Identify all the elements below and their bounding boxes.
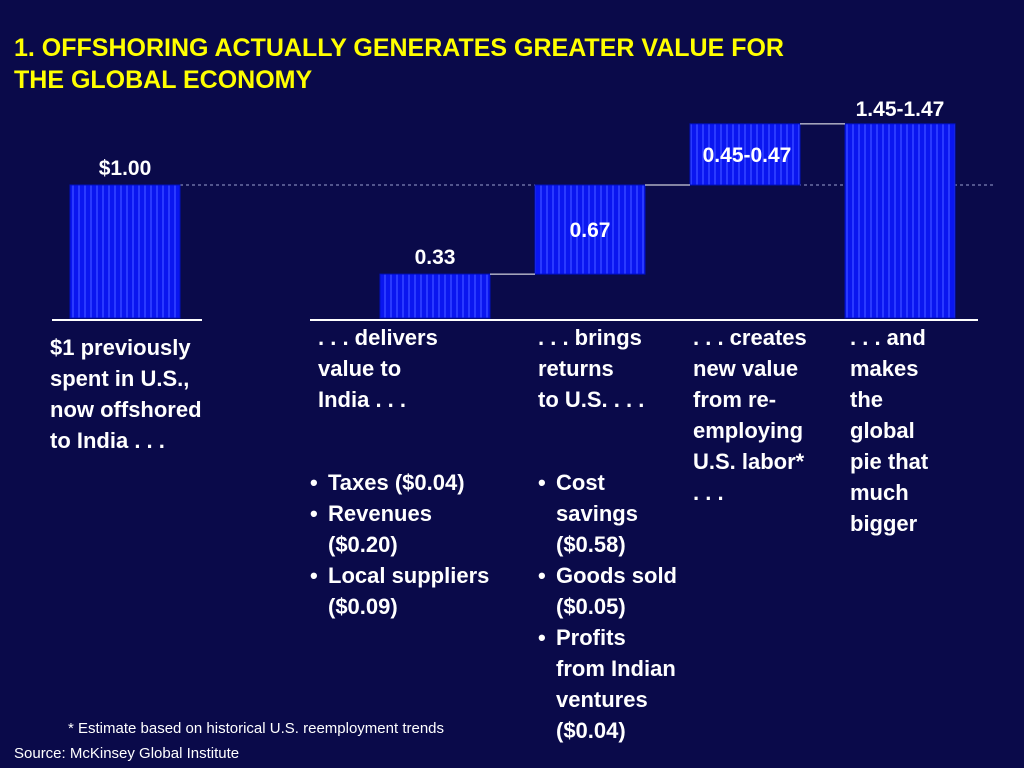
title-line-2: THE GLOBAL ECONOMY: [14, 66, 313, 94]
description-line: to India . . .: [50, 428, 165, 453]
description-line: . . . creates: [693, 325, 807, 350]
description-line: employing: [693, 418, 804, 443]
data-label: $1.00: [99, 157, 152, 180]
bar-3: [689, 123, 801, 186]
description-line: spent in U.S.,: [50, 366, 190, 391]
bullet-text: Cost: [556, 470, 605, 495]
bullet-text: ($0.05): [556, 594, 626, 619]
bullet-text: Profits: [556, 625, 626, 650]
data-label: 1.45-1.47: [856, 98, 945, 121]
bullet-item: Taxes ($0.04): [310, 467, 489, 498]
bar-4: [844, 123, 956, 319]
description-line: . . . delivers: [318, 325, 438, 350]
description-line: pie that: [850, 449, 929, 474]
bullet-text: from Indian: [556, 656, 676, 681]
description-line: from re-: [693, 387, 777, 412]
bullet-item: Revenues ($0.20): [310, 498, 489, 560]
description-india-value: . . . delivers value to India . . .: [318, 322, 438, 415]
description-us-returns: . . . brings returns to U.S. . . .: [538, 322, 644, 415]
india-value-bullets: Taxes ($0.04) Revenues ($0.20) Local suppli…: [310, 467, 489, 622]
bar-0: [69, 184, 181, 319]
data-label: 0.67: [570, 219, 611, 242]
bullet-text: Local suppliers: [328, 563, 490, 588]
bullet-item: Profits from Indian ventures ($0.04): [538, 622, 677, 746]
description-line: bigger: [850, 511, 918, 536]
description-line: . . . brings: [538, 325, 642, 350]
description-line: global: [850, 418, 915, 443]
source-note: Source: McKinsey Global Institute: [14, 745, 240, 762]
bullet-item: Goods sold ($0.05): [538, 560, 677, 622]
description-offshored: $1 previously spent in U.S., now offshored…: [50, 332, 202, 456]
description-line: the: [850, 387, 883, 412]
description-line: . . .: [693, 480, 724, 505]
bullet-text: savings: [556, 501, 638, 526]
title-line-1: 1. OFFSHORING ACTUALLY GENERATES GREATER…: [14, 34, 784, 62]
page-title: 1. OFFSHORING ACTUALLY GENERATES GREATER…: [14, 32, 1004, 96]
description-line: value to: [318, 356, 402, 381]
description-line: much: [850, 480, 909, 505]
bullet-text: Goods sold: [556, 563, 677, 588]
bullet-item: Local suppliers ($0.09): [310, 560, 489, 622]
description-line: U.S. labor*: [693, 449, 805, 474]
description-line: to U.S. . . .: [538, 387, 645, 412]
description-line: . . . and: [850, 325, 926, 350]
bar-1: [379, 273, 491, 319]
data-label: 0.33: [415, 246, 456, 269]
us-returns-bullets: Cost savings ($0.58) Goods sold ($0.05) Profi…: [538, 467, 677, 746]
description-line: makes: [850, 356, 919, 381]
data-label: 0.45-0.47: [703, 144, 792, 167]
bar-2: [534, 184, 646, 275]
footnote: * Estimate based on historical U.S. reem…: [68, 720, 445, 737]
bullet-text: Taxes ($0.04): [328, 470, 465, 495]
description-line: now offshored: [50, 397, 202, 422]
bullet-text: ($0.04): [556, 718, 626, 743]
bullet-item: Cost savings ($0.58): [538, 467, 677, 560]
description-line: India . . .: [318, 387, 407, 412]
bullet-text: Revenues: [328, 501, 432, 526]
bullet-text: ($0.20): [328, 532, 398, 557]
bullet-text: ($0.09): [328, 594, 398, 619]
description-line: new value: [693, 356, 799, 381]
description-global-pie: . . . and makes the global pie that much bigge…: [850, 322, 928, 539]
description-new-value: . . . creates new value from re-employing U…: [693, 322, 807, 508]
description-line: returns: [538, 356, 614, 381]
description-line: $1 previously: [50, 335, 191, 360]
bullet-text: ventures: [556, 687, 648, 712]
bullet-text: ($0.58): [556, 532, 626, 557]
